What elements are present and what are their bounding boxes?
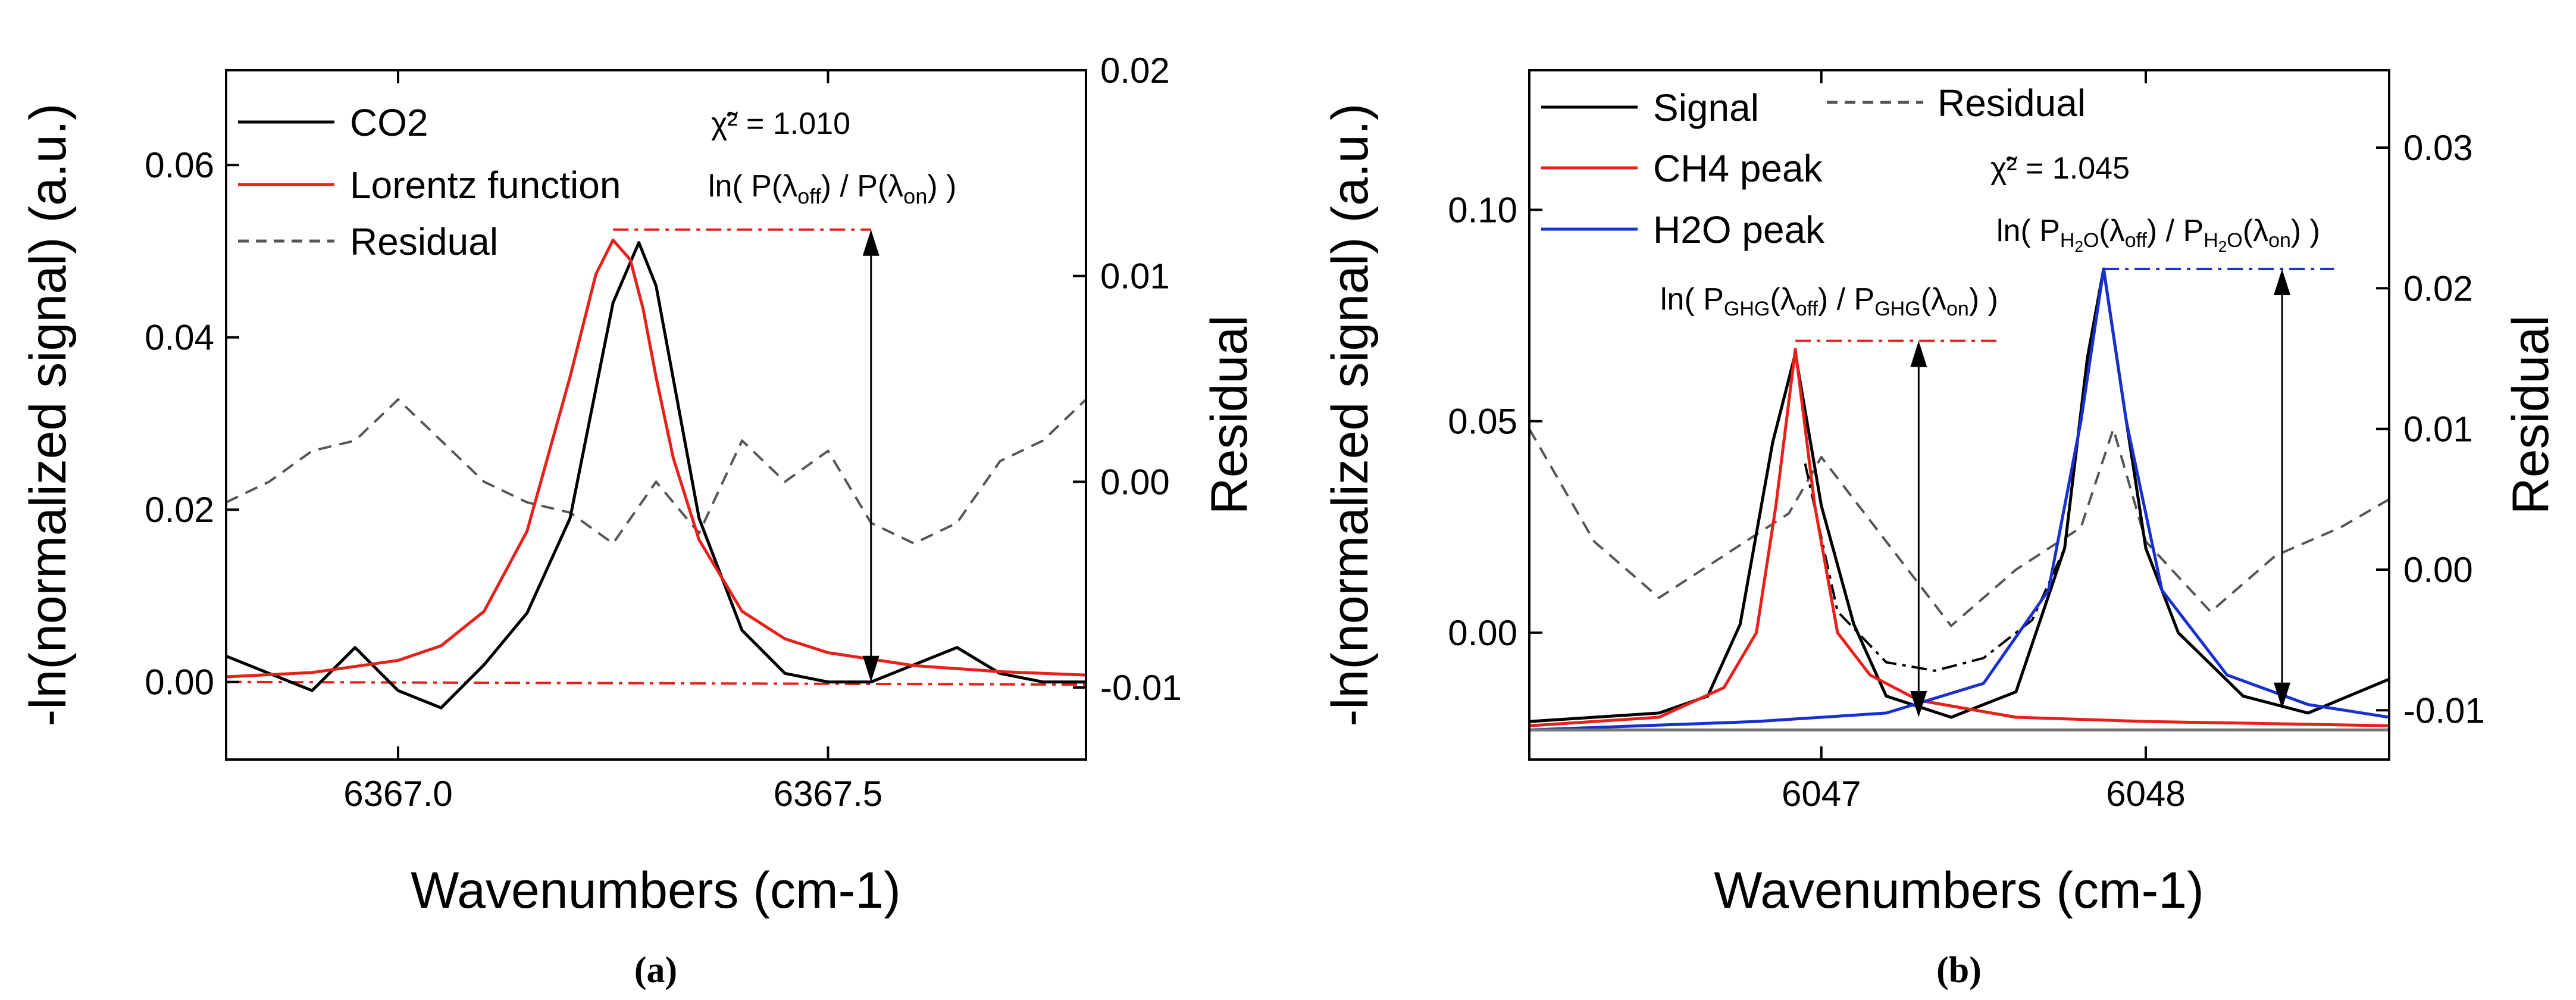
legend-label-co2: CO2 xyxy=(350,101,428,144)
series-ch4-peak xyxy=(1529,348,2389,727)
ch4-sub2: on xyxy=(1946,298,1969,320)
h2o-subA3: O xyxy=(2083,229,2099,252)
panel-b-y2label: Residual xyxy=(2502,315,2559,515)
series-co2 xyxy=(226,241,1086,710)
ch4-arrow-head-down xyxy=(1910,690,1927,717)
h2o-sub1: off xyxy=(2125,229,2148,252)
h2o-subA: H xyxy=(2060,229,2075,252)
panel-a-caption: (a) xyxy=(634,950,677,990)
ratio-post: ) ) xyxy=(927,169,956,204)
y-tick-label: 0.10 xyxy=(1448,190,1517,230)
y-tick-label: 0.02 xyxy=(145,490,214,530)
series-baseline xyxy=(226,680,1086,686)
panel-b-xlabel: Wavenumbers (cm-1) xyxy=(1714,862,2204,919)
ratio-sub-on: on xyxy=(903,184,927,208)
ratio-pre: ln( P(λ xyxy=(708,169,797,204)
ch4-subB: GHG xyxy=(1874,298,1920,320)
panel-b-h2o-ratio-label: ln( PH2O(λoff) / PH2O(λon) ) xyxy=(1996,214,2320,255)
y2-tick-label: 0.03 xyxy=(2403,128,2473,168)
panel-a-ticks: 6367.0 6367.5 0.00 0.02 0.04 0.06 -0.01 0.00 0.0… xyxy=(145,51,1182,814)
panel-a-marks xyxy=(226,228,1086,710)
x-tick-label: 6048 xyxy=(2106,774,2185,814)
y-tick-label: 0.00 xyxy=(145,662,214,702)
panel-b-marks xyxy=(1529,267,2389,732)
panel-a-ratio-label: ln( P(λoff) / P(λon) ) xyxy=(708,169,956,208)
h2o-pre: ln( P xyxy=(1996,214,2060,248)
series-h2o-peak xyxy=(1529,267,2389,732)
legend-label-h2o: H2O peak xyxy=(1653,208,1825,251)
y2-tick-label: 0.01 xyxy=(1100,257,1170,296)
series-signal xyxy=(1529,267,2389,723)
legend-label-residual-b: Residual xyxy=(1938,82,2086,124)
co2-arrow-head-down xyxy=(862,655,879,682)
panel-b-caption: (b) xyxy=(1936,950,1982,990)
panel-b-ylabel: -ln(normalized signal) (a.u.) xyxy=(1322,104,1379,727)
series-residual xyxy=(1529,427,2389,627)
y2-tick-label: 0.02 xyxy=(2403,268,2473,308)
y-tick-label: 0.04 xyxy=(145,318,214,358)
y2-tick-label: -0.01 xyxy=(1100,668,1182,708)
x-tick-label: 6047 xyxy=(1782,774,1861,814)
ch4-pre: ln( P xyxy=(1660,282,1724,317)
co2-arrow-head-up xyxy=(862,229,879,256)
h2o-arrow-head-up xyxy=(2274,268,2291,295)
panel-b: 6047 6048 0.00 0.05 0.10 -0.01 0.00 0.01 0.02 0.0… xyxy=(1322,69,2559,990)
ch4-b2: (λ xyxy=(1921,282,1946,317)
series-lorentz-function xyxy=(226,238,1086,679)
x-tick-label: 6367.0 xyxy=(343,774,453,814)
h2o-mid: ) / P xyxy=(2147,214,2203,248)
ch4-arrow-head-up xyxy=(1910,340,1927,367)
panel-b-ch4-ratio-label: ln( PGHG(λoff) / PGHG(λon) ) xyxy=(1660,282,1998,320)
panel-a-chi-label: χ̃² = 1.010 xyxy=(711,107,850,141)
y2-tick-label: 0.02 xyxy=(1100,51,1170,90)
h2o-post: ) ) xyxy=(2291,214,2320,248)
panel-a: 6367.0 6367.5 0.00 0.02 0.04 0.06 -0.01 0.00 0.0… xyxy=(20,51,1258,990)
a-plot-area xyxy=(226,238,1086,710)
h2o-arrow-head-down xyxy=(2274,682,2291,709)
panel-a-frame xyxy=(225,69,1087,761)
panel-b-chi-label: χ̃² = 1.045 xyxy=(1990,151,2130,186)
h2o-sub2: on xyxy=(2268,229,2291,252)
y-tick-label: 0.00 xyxy=(1448,613,1517,653)
y2-tick-label: 0.00 xyxy=(1100,462,1170,502)
legend-label-lorentz: Lorentz function xyxy=(350,164,621,207)
ratio-sub-off: off xyxy=(797,184,821,208)
legend-label-residual: Residual xyxy=(350,220,498,263)
h2o-subB: H xyxy=(2203,229,2218,252)
x-tick-label: 6367.5 xyxy=(774,774,883,814)
ch4-a2: (λ xyxy=(1770,282,1795,317)
h2o-subB2: 2 xyxy=(2218,238,2227,255)
panel-a-xlabel: Wavenumbers (cm-1) xyxy=(411,862,901,919)
ch4-sub1: off xyxy=(1796,298,1818,320)
y-tick-label: 0.05 xyxy=(1448,402,1517,442)
ch4-post: ) ) xyxy=(1969,282,1998,317)
panel-a-y2label: Residual xyxy=(1201,315,1258,515)
series-sum-fit xyxy=(1804,463,2066,672)
panel-a-legend: CO2 Lorentz function Residual xyxy=(238,101,621,263)
y2-tick-label: -0.01 xyxy=(2403,690,2485,730)
panel-b-frame xyxy=(1528,69,2390,761)
h2o-subB3: O xyxy=(2227,229,2242,252)
b-plot-area xyxy=(1529,267,2389,732)
legend-label-signal: Signal xyxy=(1653,86,1759,129)
h2o-b2: (λ xyxy=(2243,214,2268,248)
y2-tick-label: 0.00 xyxy=(2403,550,2473,590)
h2o-a2: (λ xyxy=(2099,214,2124,248)
panel-b-ticks: 6047 6048 0.00 0.05 0.10 -0.01 0.00 0.01 0.02 0.0… xyxy=(1448,70,2485,814)
series-residual xyxy=(226,398,1086,545)
y2-tick-label: 0.01 xyxy=(2403,410,2473,449)
panel-b-legend: Signal Residual CH4 peak H2O peak xyxy=(1541,82,2086,251)
h2o-subA2: 2 xyxy=(2074,238,2083,255)
ratio-mid: ) / P(λ xyxy=(821,169,904,204)
legend-label-ch4: CH4 peak xyxy=(1653,147,1823,190)
y-tick-label: 0.06 xyxy=(145,145,214,185)
ch4-mid: ) / P xyxy=(1818,282,1874,317)
panel-a-ylabel: -ln(normalized signal) (a.u.) xyxy=(20,104,77,727)
ch4-subA: GHG xyxy=(1724,298,1770,320)
